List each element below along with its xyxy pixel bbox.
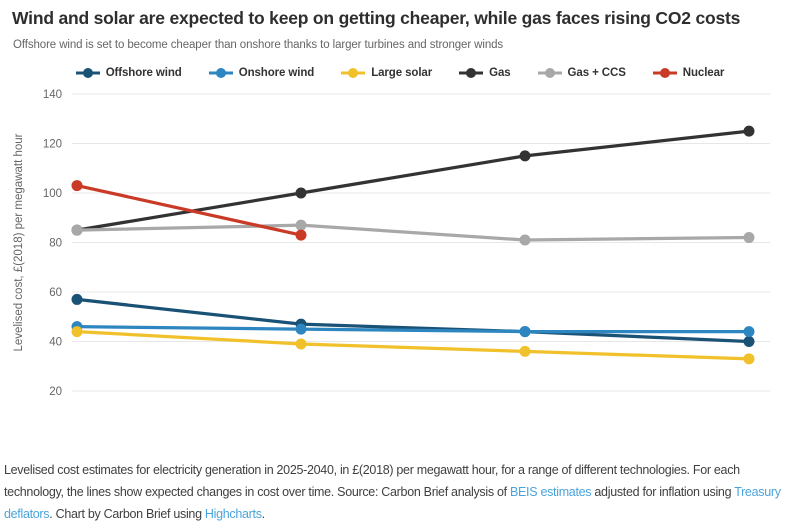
series-line-nuclear [75, 183, 303, 237]
y-tick-label-80: 80 [49, 237, 62, 249]
line-chart: 140 120 100 80 60 40 20 Levelised cost, £(2018)… [13, 89, 770, 398]
legend-label: Gas + CCS [567, 66, 626, 79]
data-point-offshore-wind [743, 335, 755, 347]
onshore-wind-legend-marker-icon [208, 67, 233, 78]
legend-item-onshore-wind[interactable]: Onshore wind [208, 66, 315, 79]
legend-label: Offshore wind [105, 66, 182, 79]
series-line-offshore-wind [75, 297, 751, 343]
caption-text: . [261, 507, 266, 522]
series-large-solar [71, 325, 755, 365]
chart-legend: Offshore wind Onshore wind Large solar Gas G… [0, 64, 800, 82]
series-offshore-wind [71, 293, 755, 347]
caption-text: Levelised cost estimates for electricity… [4, 462, 740, 500]
data-point-onshore-wind [519, 325, 531, 337]
legend-item-large-solar[interactable]: Large solar [341, 67, 432, 79]
series-line-gas [75, 129, 751, 232]
series-line-onshore-wind [75, 324, 751, 334]
y-tick-label-60: 60 [49, 287, 62, 299]
series-gas [71, 125, 755, 236]
data-point-large-solar [71, 325, 83, 337]
data-point-gas-ccs [295, 219, 307, 231]
data-point-offshore-wind [71, 293, 83, 305]
data-point-onshore-wind [743, 325, 755, 337]
legend-item-nuclear[interactable]: Nuclear [652, 66, 725, 79]
y-axis-title: Levelised cost, £(2018) per megawatt hou… [13, 133, 25, 351]
data-point-nuclear [295, 229, 307, 241]
caption-text: . Chart by Carbon Brief using [49, 507, 205, 522]
highcharts-link[interactable]: Highcharts [204, 507, 262, 522]
series-line-gas-ccs [75, 223, 751, 242]
series-gas-ccs [71, 219, 755, 246]
data-point-gas-ccs [519, 234, 531, 246]
y-tick-label-20: 20 [49, 386, 62, 398]
gas-legend-marker-icon [459, 67, 484, 78]
y-tick-label-140: 140 [43, 89, 62, 101]
data-point-large-solar [743, 353, 755, 365]
data-point-gas-ccs [743, 231, 755, 243]
y-tick-label-120: 120 [43, 138, 62, 150]
data-point-gas-ccs [71, 224, 83, 236]
offshore-wind-legend-marker-icon [75, 67, 100, 78]
caption-text: adjusted for inflation using [591, 485, 735, 500]
series-line-large-solar [75, 329, 751, 361]
data-point-large-solar [519, 345, 531, 357]
chart-title: Wind and solar are expected to keep on g… [12, 8, 741, 28]
series-nuclear [71, 179, 307, 241]
chart-card: Wind and solar are expected to keep on g… [0, 8, 800, 524]
y-tick-label-40: 40 [49, 336, 62, 348]
legend-item-gas-ccs[interactable]: Gas + CCS [537, 66, 626, 79]
data-point-gas [519, 150, 531, 162]
legend-item-offshore-wind[interactable]: Offshore wind [75, 66, 182, 79]
legend-item-gas[interactable]: Gas [459, 66, 511, 79]
legend-label: Gas [489, 66, 511, 79]
legend-label: Large solar [371, 66, 433, 79]
plot-area: 140 120 100 80 60 40 20 Levelised cost, £(2018)… [0, 86, 800, 453]
large-solar-legend-marker-icon [341, 67, 366, 78]
series-onshore-wind [71, 321, 755, 337]
chart-subtitle: Offshore wind is set to become cheaper t… [13, 38, 504, 51]
y-tick-label-100: 100 [43, 188, 62, 200]
data-point-gas [295, 187, 307, 199]
legend-label: Nuclear [682, 66, 725, 79]
gas-ccs-legend-marker-icon [537, 67, 562, 78]
data-point-gas [743, 125, 755, 137]
legend-label: Onshore wind [238, 66, 315, 79]
data-point-nuclear [71, 179, 83, 191]
data-point-onshore-wind [295, 323, 307, 335]
beis-estimates-link[interactable]: BEIS estimates [509, 485, 592, 500]
nuclear-legend-marker-icon [652, 67, 677, 78]
data-point-large-solar [295, 338, 307, 350]
